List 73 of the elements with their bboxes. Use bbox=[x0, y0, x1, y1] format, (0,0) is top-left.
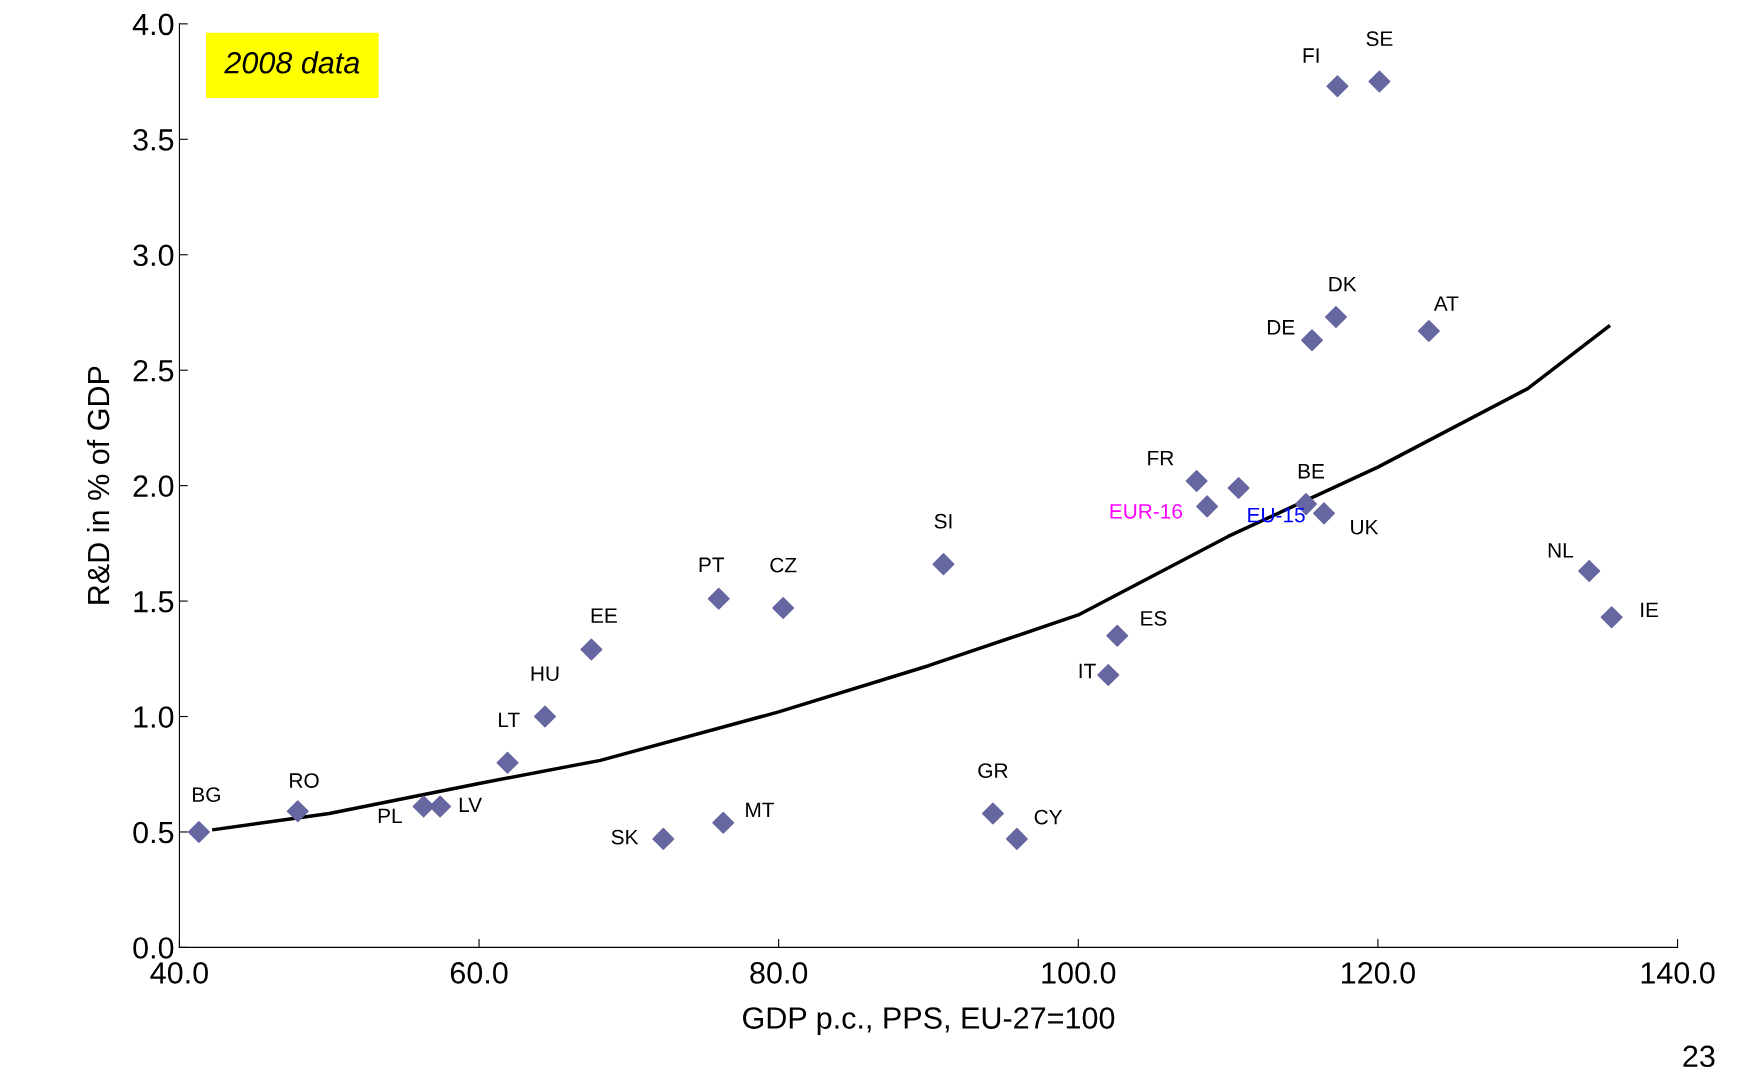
x-tick-label: 140.0 bbox=[1641, 962, 1715, 984]
x-tick-label: 120.0 bbox=[1342, 962, 1415, 984]
data-label: PL bbox=[378, 808, 402, 824]
point bbox=[981, 802, 1004, 825]
y-tick-label: 3.5 bbox=[133, 129, 174, 151]
point bbox=[286, 800, 309, 823]
data-label: IT bbox=[1079, 663, 1096, 679]
data-label: CZ bbox=[770, 557, 797, 573]
data-label: CY bbox=[1034, 809, 1063, 825]
point bbox=[1600, 606, 1623, 629]
point bbox=[1227, 476, 1250, 499]
y-tick-label: 1.0 bbox=[134, 706, 174, 728]
data-label: UK bbox=[1351, 519, 1379, 535]
data-label: HU bbox=[531, 666, 559, 682]
data-label: ES bbox=[1141, 611, 1167, 626]
point bbox=[652, 827, 675, 850]
point bbox=[772, 597, 795, 619]
point bbox=[712, 811, 735, 834]
x-tick-label: 60.0 bbox=[450, 962, 508, 984]
point bbox=[1326, 75, 1349, 98]
text: 23 bbox=[1683, 1045, 1715, 1068]
x-tick-label: 100.0 bbox=[1042, 962, 1116, 984]
y-tick-label: 1.5 bbox=[134, 591, 174, 613]
point bbox=[580, 638, 603, 661]
point bbox=[496, 751, 519, 774]
data-label: EUR-16 bbox=[1110, 503, 1183, 519]
point bbox=[1185, 470, 1208, 493]
point bbox=[1196, 495, 1219, 518]
data-label: FR bbox=[1148, 450, 1174, 466]
y-tick-label: 0.5 bbox=[133, 821, 174, 844]
point bbox=[429, 795, 452, 818]
point bbox=[1578, 560, 1601, 583]
point bbox=[1106, 624, 1129, 647]
data-label: RO bbox=[290, 773, 319, 788]
data-label: BE bbox=[1298, 464, 1325, 479]
data-label: EE bbox=[591, 608, 617, 623]
y-axis-title: R&D in % of GDP bbox=[86, 366, 110, 604]
point bbox=[1417, 319, 1440, 342]
data-label: AT bbox=[1433, 296, 1459, 311]
data-label: PT bbox=[699, 557, 725, 572]
y-tick-label: 3.0 bbox=[133, 244, 174, 267]
point bbox=[932, 553, 955, 576]
point bbox=[1324, 306, 1347, 329]
data-label: LV bbox=[459, 797, 482, 812]
point bbox=[1312, 502, 1335, 525]
point bbox=[1301, 329, 1323, 352]
point bbox=[707, 587, 730, 610]
y-tick-label: 0.0 bbox=[133, 937, 174, 959]
data-label: DK bbox=[1329, 277, 1357, 292]
y-tick-label: 2.0 bbox=[133, 475, 174, 497]
data-label: MT bbox=[746, 802, 775, 818]
data-label: BG bbox=[193, 787, 220, 803]
point bbox=[1005, 827, 1028, 850]
annotation: 2008 data bbox=[224, 51, 360, 74]
data-label: NL bbox=[1548, 543, 1574, 558]
data-label: GR bbox=[978, 763, 1008, 778]
data-label: SI bbox=[934, 513, 952, 529]
x-tick-label: 80.0 bbox=[750, 962, 808, 984]
y-tick-label: 2.5 bbox=[133, 359, 174, 382]
data-label: IE bbox=[1641, 602, 1659, 618]
point bbox=[1097, 663, 1120, 686]
data-label: SE bbox=[1366, 31, 1393, 47]
data-label: LT bbox=[499, 712, 520, 727]
point bbox=[1368, 70, 1391, 93]
data-label: DE bbox=[1267, 320, 1295, 335]
data-label: FI bbox=[1303, 48, 1319, 63]
x-tick-label: 40.0 bbox=[150, 962, 208, 984]
data-label: SK bbox=[611, 829, 639, 845]
point bbox=[412, 795, 435, 818]
point bbox=[187, 820, 210, 843]
point bbox=[533, 705, 556, 728]
y-tick-label: 4.0 bbox=[132, 13, 174, 36]
x-axis-title: GDP p.c., PPS, EU-27=100 bbox=[743, 1007, 1115, 1035]
